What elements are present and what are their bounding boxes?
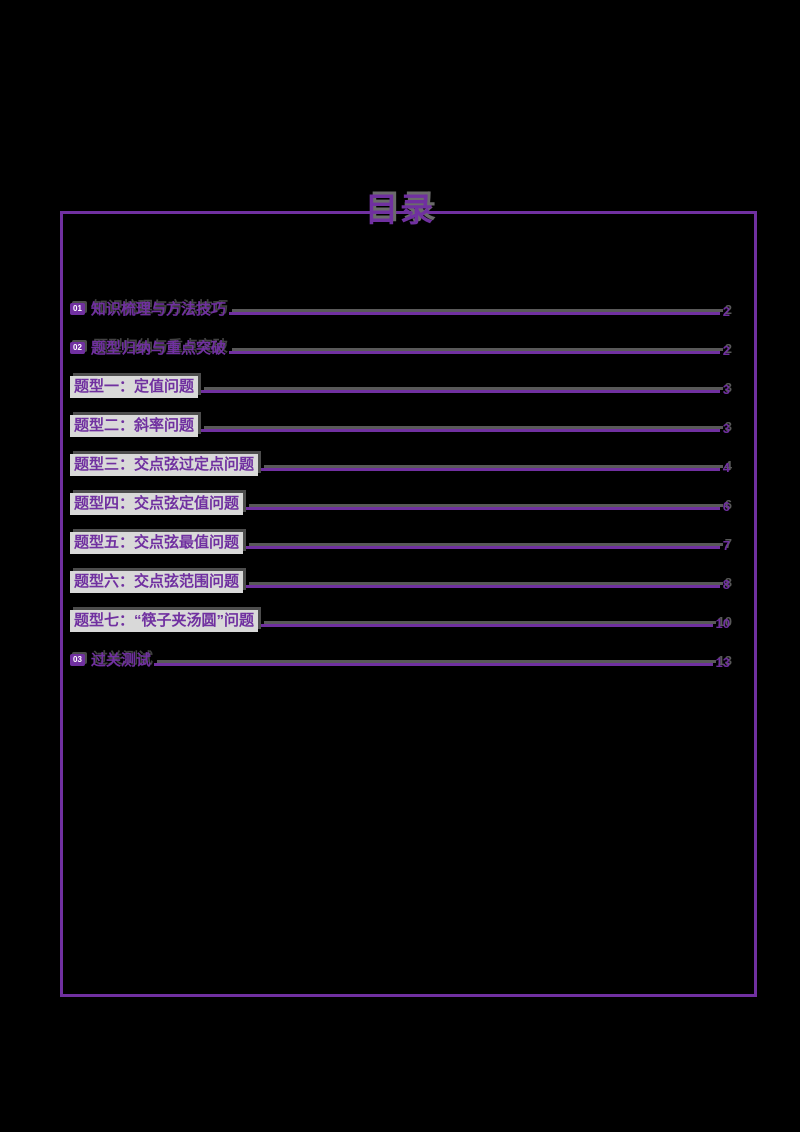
toc-entry[interactable]: 01 知识梳理与方法技巧 2	[70, 296, 730, 320]
dot-leader-line	[261, 468, 720, 471]
page-number: 2	[722, 343, 730, 358]
page-number: 8	[722, 577, 730, 592]
toc-entry[interactable]: 题型三：交点弦过定点问题 4	[70, 452, 730, 476]
section-number-badge: 03	[70, 654, 85, 666]
toc-entry-label: 题型六：交点弦范围问题	[70, 571, 244, 593]
toc-list: 01 知识梳理与方法技巧 2 02 题型归纳与重点突破 2 题型一：定值问题 3…	[70, 296, 730, 686]
toc-entry[interactable]: 题型六：交点弦范围问题 8	[70, 569, 730, 593]
toc-entry-label: 题型七：“筷子夹汤圆”问题	[70, 610, 259, 632]
toc-entry[interactable]: 题型四：交点弦定值问题 6	[70, 491, 730, 515]
page-number: 3	[722, 382, 730, 397]
toc-entry-label: 题型归纳与重点突破	[90, 340, 226, 357]
toc-entry-label: 题型二：斜率问题	[70, 415, 199, 437]
toc-entry-label: 题型五：交点弦最值问题	[70, 532, 244, 554]
toc-entry-label: 题型一：定值问题	[70, 376, 199, 398]
dot-leader-line	[246, 507, 720, 510]
toc-entry-label: 题型三：交点弦过定点问题	[70, 454, 259, 476]
toc-entry-label: 知识梳理与方法技巧	[90, 301, 226, 318]
page-title: 目录	[365, 191, 435, 228]
page-number: 2	[722, 304, 730, 319]
dot-leader-line	[153, 663, 713, 666]
content-border-frame	[60, 211, 757, 997]
dot-leader-line	[228, 312, 720, 315]
page-number: 6	[722, 499, 730, 514]
dot-leader-line	[201, 429, 720, 432]
toc-entry[interactable]: 题型五：交点弦最值问题 7	[70, 530, 730, 554]
section-number-badge: 01	[70, 303, 85, 315]
page-number: 3	[722, 421, 730, 436]
toc-entry[interactable]: 题型一：定值问题 3	[70, 374, 730, 398]
dot-leader-line	[228, 351, 720, 354]
dot-leader-line	[201, 390, 720, 393]
page-number: 13	[715, 655, 730, 670]
toc-entry[interactable]: 题型七：“筷子夹汤圆”问题 10	[70, 608, 730, 632]
toc-entry[interactable]: 02 题型归纳与重点突破 2	[70, 335, 730, 359]
page-number: 7	[722, 538, 730, 553]
toc-entry-label: 题型四：交点弦定值问题	[70, 493, 244, 515]
section-number-badge: 02	[70, 342, 85, 354]
toc-entry-label: 过关测试	[90, 652, 151, 669]
toc-entry[interactable]: 03 过关测试 13	[70, 647, 730, 671]
dot-leader-line	[246, 546, 720, 549]
page-number: 4	[722, 460, 730, 475]
dot-leader-line	[246, 585, 720, 588]
page-number: 10	[715, 616, 730, 631]
toc-entry[interactable]: 题型二：斜率问题 3	[70, 413, 730, 437]
dot-leader-line	[261, 624, 713, 627]
